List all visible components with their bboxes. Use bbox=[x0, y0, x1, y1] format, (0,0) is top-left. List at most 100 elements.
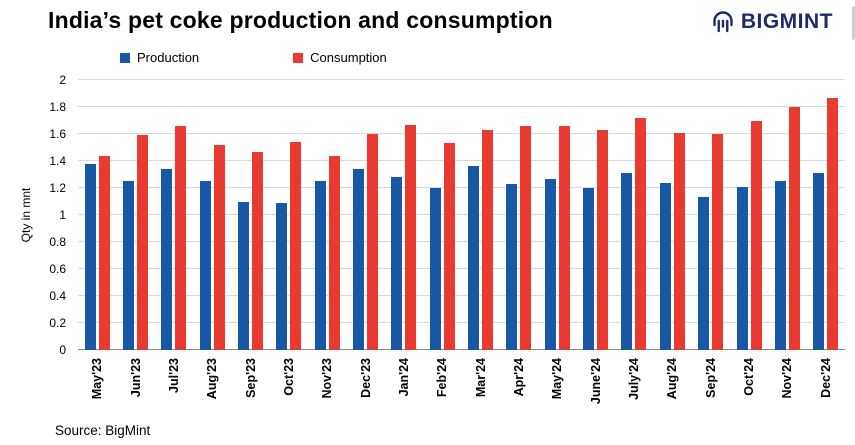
bar-consumption bbox=[597, 129, 609, 350]
bar-group bbox=[768, 80, 806, 350]
x-tick-label: Dec'23 bbox=[358, 358, 373, 398]
bar-production bbox=[736, 186, 748, 350]
y-tick-label: 1.8 bbox=[49, 100, 66, 114]
gridline bbox=[78, 322, 845, 323]
bar-consumption bbox=[98, 155, 110, 350]
x-tick-label: Jan'24 bbox=[396, 358, 411, 397]
bar-production bbox=[544, 178, 556, 350]
bar-consumption bbox=[367, 134, 379, 350]
chart-legend: Production Consumption bbox=[120, 50, 387, 65]
x-tick-label: Sep'24 bbox=[703, 358, 718, 398]
bar-consumption bbox=[558, 125, 570, 350]
bar-group bbox=[692, 80, 730, 350]
gridline bbox=[78, 268, 845, 269]
bar-consumption bbox=[635, 117, 647, 350]
y-tick-label: 1.2 bbox=[49, 181, 66, 195]
gridline bbox=[78, 160, 845, 161]
bar-consumption bbox=[213, 144, 225, 350]
bar-group bbox=[385, 80, 423, 350]
y-tick-label: 0.2 bbox=[49, 316, 66, 330]
bar-production bbox=[314, 181, 326, 350]
bar-group bbox=[193, 80, 231, 350]
legend-item-consumption: Consumption bbox=[293, 50, 387, 65]
bar-group bbox=[500, 80, 538, 350]
bar-consumption bbox=[252, 151, 264, 350]
bar-group bbox=[807, 80, 845, 350]
x-tick-label: Nov'24 bbox=[780, 358, 795, 399]
bar-group bbox=[308, 80, 346, 350]
bar-consumption bbox=[443, 143, 455, 350]
plot-area bbox=[78, 79, 845, 350]
gridline bbox=[78, 133, 845, 134]
y-tick-label: 0.8 bbox=[49, 235, 66, 249]
bar-group bbox=[576, 80, 614, 350]
x-tick-label: May'24 bbox=[550, 358, 565, 400]
y-tick-label: 1.6 bbox=[49, 127, 66, 141]
x-tick-label: Jun'23 bbox=[128, 358, 143, 398]
bar-production bbox=[813, 173, 825, 350]
x-tick-label: July'24 bbox=[626, 358, 641, 400]
scrollbar-thumb[interactable] bbox=[852, 6, 855, 40]
bigmint-logo-icon bbox=[713, 11, 733, 33]
y-axis-ticks: 0 0.2 0.4 0.6 0.8 1 1.2 1.4 1.6 1.8 2 bbox=[0, 73, 70, 357]
bar-production bbox=[774, 181, 786, 350]
bar-production bbox=[199, 181, 211, 350]
x-tick-label: Nov'23 bbox=[320, 358, 335, 399]
bar-consumption bbox=[788, 107, 800, 350]
bar-consumption bbox=[712, 134, 724, 350]
bar-group bbox=[461, 80, 499, 350]
bar-consumption bbox=[175, 125, 187, 350]
bar-group bbox=[78, 80, 116, 350]
bar-consumption bbox=[673, 132, 685, 350]
x-tick-label: Feb'24 bbox=[435, 358, 450, 398]
bar-production bbox=[698, 197, 710, 350]
x-tick-label: May'23 bbox=[90, 358, 105, 400]
gridline bbox=[78, 295, 845, 296]
y-tick-label: 0.6 bbox=[49, 262, 66, 276]
legend-item-production: Production bbox=[120, 50, 199, 65]
bar-consumption bbox=[290, 142, 302, 350]
gridline bbox=[78, 106, 845, 107]
bar-production bbox=[84, 163, 96, 350]
bar-group bbox=[423, 80, 461, 350]
x-tick-label: Oct'24 bbox=[742, 358, 757, 396]
x-tick-label: Oct'23 bbox=[281, 358, 296, 396]
bar-group bbox=[155, 80, 193, 350]
bar-group bbox=[653, 80, 691, 350]
bar-consumption bbox=[482, 129, 494, 350]
bar-production bbox=[583, 188, 595, 350]
x-axis-labels: May'23 Jun'23 Jul'23 Aug'23 Sep'23 Oct'23 Nov'… bbox=[78, 353, 845, 423]
consumption-legend-label: Consumption bbox=[310, 50, 387, 65]
gridline bbox=[78, 214, 845, 215]
bar-production bbox=[659, 182, 671, 350]
x-tick-label: Sep'23 bbox=[243, 358, 258, 398]
y-tick-label: 1.4 bbox=[49, 154, 66, 168]
bigmint-logo: BIGMINT bbox=[710, 9, 833, 35]
bar-production bbox=[429, 188, 441, 350]
bar-consumption bbox=[137, 135, 149, 350]
x-tick-label: Aug'24 bbox=[665, 358, 680, 400]
x-tick-label: Aug'23 bbox=[205, 358, 220, 400]
bar-production bbox=[391, 177, 403, 350]
y-tick-label: 2 bbox=[59, 73, 66, 87]
bar-production bbox=[161, 169, 173, 350]
bar-group bbox=[346, 80, 384, 350]
x-tick-label: June'24 bbox=[588, 358, 603, 405]
bar-production bbox=[123, 181, 135, 350]
bar-consumption bbox=[328, 155, 340, 350]
bar-consumption bbox=[405, 124, 417, 350]
bar-production bbox=[506, 183, 518, 350]
y-tick-label: 0 bbox=[59, 343, 66, 357]
x-tick-label: Dec'24 bbox=[818, 358, 833, 398]
bar-production bbox=[238, 201, 250, 350]
bar-group bbox=[270, 80, 308, 350]
bar-production bbox=[353, 169, 365, 350]
production-legend-label: Production bbox=[137, 50, 200, 65]
y-tick-label: 0.4 bbox=[49, 289, 66, 303]
gridline bbox=[78, 187, 845, 188]
x-tick-label: Apr'24 bbox=[511, 358, 526, 397]
page-title: India’s pet coke production and consumpt… bbox=[48, 7, 553, 33]
gridline bbox=[78, 79, 845, 80]
bar-production bbox=[621, 173, 633, 350]
